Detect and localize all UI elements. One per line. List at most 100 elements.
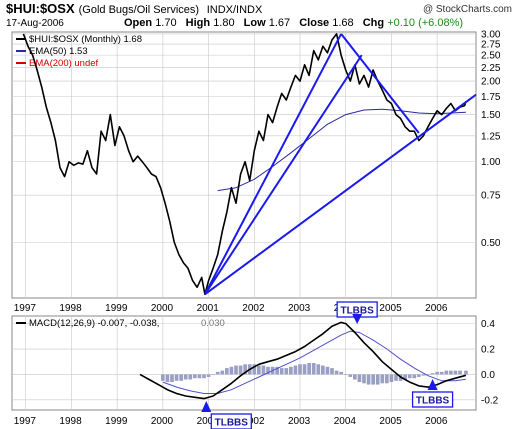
macd-histogram-bar (307, 363, 311, 375)
macd-histogram-bar (225, 368, 229, 375)
macd-histogram-bar (426, 374, 430, 376)
macd-histogram-bar (289, 366, 293, 375)
ohlc-readout: Open 1.70 High 1.80 Low 1.67 Close 1.68 … (118, 17, 463, 29)
price-y-tick-label: 0.75 (481, 191, 501, 202)
tlbbs-box (411, 391, 454, 408)
price-y-tick-label: 1.00 (481, 157, 501, 168)
macd-histogram-bar (170, 374, 174, 383)
macd-histogram-bar (165, 374, 170, 383)
macd-histogram-bar (302, 364, 307, 375)
tlbbs-arrow-icon (427, 379, 438, 390)
price-y-tick-label: 2.75 (481, 40, 501, 51)
tlbbs-annotation: TLBBS (336, 301, 378, 324)
macd-histogram-bar (366, 374, 371, 385)
tlbbs-annotation: TLBBS (201, 401, 252, 429)
stockcharts-logo: @ StockCharts.com (422, 4, 512, 15)
price-y-tick-label: 1.50 (481, 110, 501, 121)
low-label: Low (243, 17, 266, 29)
macd-x-tick-label: 1999 (105, 416, 128, 427)
macd-histogram-bar (421, 374, 426, 376)
macd-histogram-bar (407, 374, 412, 379)
macd-histogram-bar (197, 374, 202, 379)
macd-histogram-bar (430, 373, 435, 375)
macd-histogram-bar (293, 365, 298, 375)
price-x-tick-label: 2002 (242, 303, 265, 314)
macd-legend-hist-label: 0.030 (201, 318, 225, 329)
macd-histogram-bar (412, 374, 417, 379)
macd-histogram-bar (238, 365, 243, 375)
macd-histogram-bar (417, 374, 421, 377)
macd-histogram-bar (321, 365, 325, 375)
chg-label: Chg (362, 17, 385, 29)
chg-value: +0.10 (+6.08%) (387, 17, 464, 29)
macd-y-tick-label: 0.0 (481, 370, 495, 381)
macd-histogram-bar (229, 366, 234, 375)
symbol-label: $HUI:$OSX (6, 1, 75, 16)
macd-histogram-bar (453, 370, 458, 375)
symbol-description: (Gold Bugs/Oil Services) (78, 4, 200, 16)
macd-histogram-bar (394, 374, 398, 381)
price-x-tick-label: 1998 (59, 303, 82, 314)
legend-label: EMA(50) 1.53 (29, 46, 88, 57)
price-y-tick-label: 0.50 (481, 238, 501, 249)
low-value: 1.67 (268, 17, 291, 29)
macd-histogram-bar (458, 370, 462, 375)
macd-histogram-bar (243, 364, 247, 375)
macd-line (139, 321, 467, 400)
ema50-line (217, 108, 466, 192)
price-y-tick-label: 2.50 (481, 51, 501, 62)
macd-y-tick-label: 0.2 (481, 345, 495, 356)
price-x-tick-label: 1999 (105, 303, 128, 314)
macd-histogram-bar (211, 374, 215, 376)
macd-histogram-bar (215, 371, 220, 375)
trendline (204, 33, 343, 295)
price-x-tick-label: 2003 (288, 303, 311, 314)
macd-histogram-bar (311, 363, 316, 375)
tlbbs-box (210, 413, 252, 429)
price-x-tick-label: 2000 (151, 303, 174, 314)
price-y-tick-label: 1.25 (481, 131, 501, 142)
close-label: Close (299, 17, 330, 29)
macd-x-tick-label: 2000 (151, 416, 174, 427)
macd-histogram-bar (325, 366, 330, 375)
macd-y-tick-label: 0.4 (481, 319, 495, 330)
trendline (204, 93, 477, 296)
legend-label: EMA(200) undef (29, 58, 99, 69)
macd-histogram-bar (339, 371, 343, 375)
tlbbs-label: TLBBS (340, 306, 374, 317)
macd-histogram-bar (179, 374, 183, 381)
macd-histogram-bar (220, 370, 225, 375)
macd-histogram-bar (188, 374, 193, 380)
tlbbs-arrow-icon (201, 401, 212, 412)
macd-x-tick-label: 2004 (334, 416, 357, 427)
tlbbs-label: TLBBS (416, 396, 450, 407)
macd-histogram-bar (316, 364, 321, 375)
macd-histogram-bar (375, 374, 380, 385)
macd-histogram-bar (348, 374, 353, 377)
open-value: 1.70 (155, 17, 177, 29)
trendline (204, 54, 363, 295)
macd-y-tick-label: -0.2 (481, 395, 499, 406)
trendline (340, 33, 420, 134)
macd-histogram-bar (334, 370, 339, 375)
chart-date: 17-Aug-2006 (6, 18, 64, 29)
macd-histogram-bar (439, 371, 444, 375)
price-x-tick-label: 1997 (14, 303, 37, 314)
macd-histogram-bar (298, 364, 302, 375)
price-y-tick-label: 1.75 (481, 92, 501, 103)
macd-x-tick-label: 1997 (14, 416, 37, 427)
macd-histogram-bar (252, 364, 257, 375)
macd-histogram-bar (362, 374, 366, 384)
macd-x-tick-label: 2005 (379, 416, 402, 427)
macd-legend-label: MACD(12,26,9) -0.007, -0.038, (29, 318, 159, 329)
chart-symbol-title: $HUI:$OSX (Gold Bugs/Oil Services) INDX/I… (6, 1, 262, 16)
macd-histogram-bar (435, 371, 439, 375)
macd-histogram-bar (403, 374, 407, 380)
macd-histogram-bar (371, 374, 375, 385)
price-y-tick-label: 2.25 (481, 63, 501, 74)
macd-histogram-bar (389, 374, 394, 383)
price-x-tick-label: 2005 (379, 303, 402, 314)
tlbbs-label: TLBBS (215, 418, 249, 429)
macd-histogram-bar (261, 365, 266, 375)
